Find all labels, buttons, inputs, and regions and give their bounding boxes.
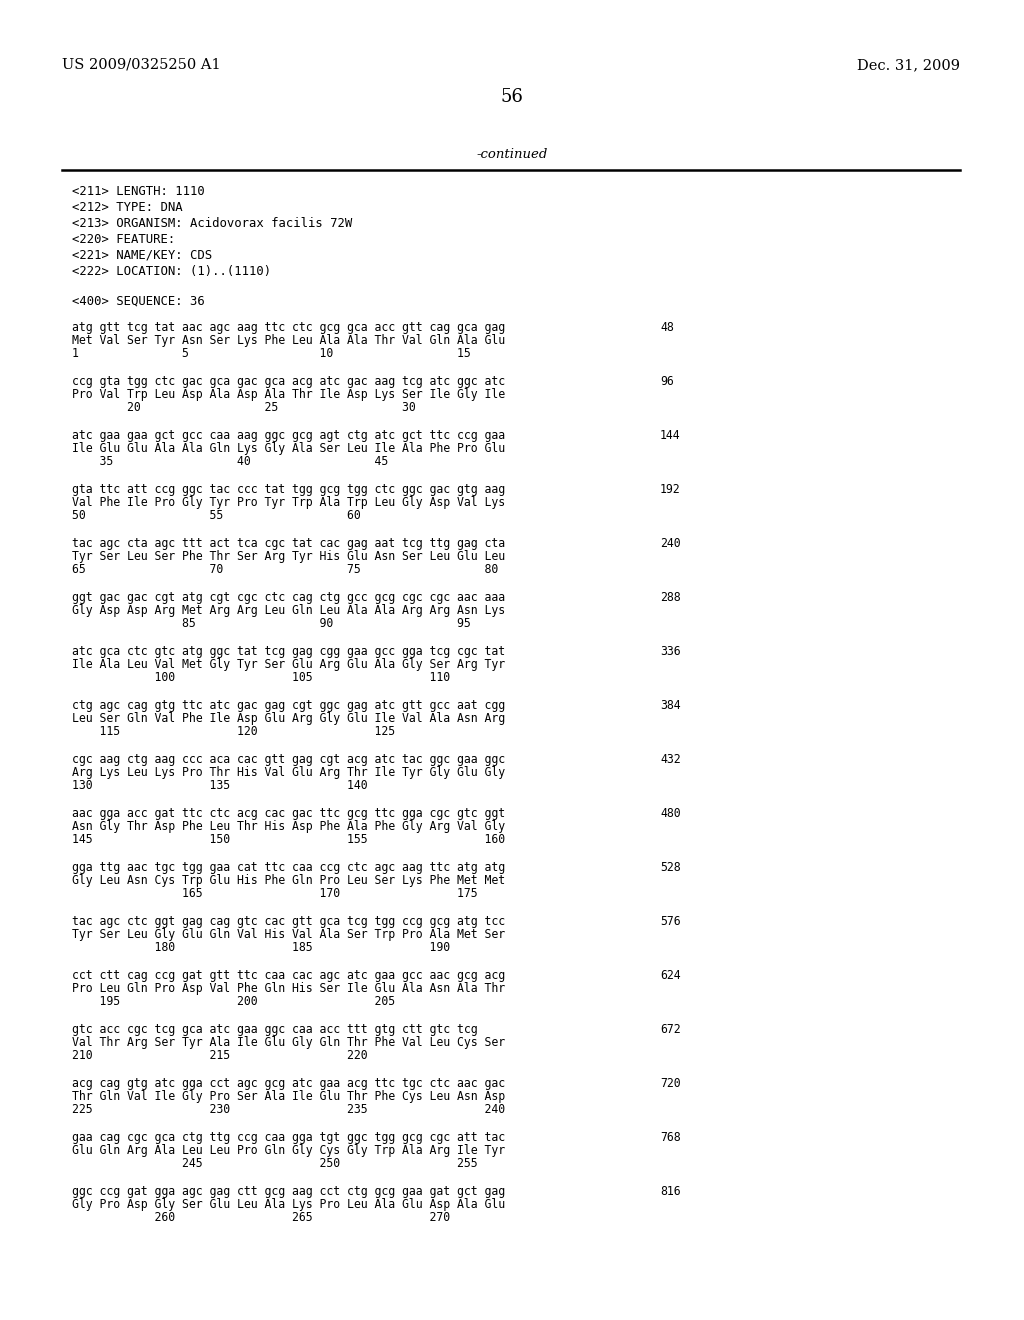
Text: 225                 230                 235                 240: 225 230 235 240 xyxy=(72,1104,505,1115)
Text: <222> LOCATION: (1)..(1110): <222> LOCATION: (1)..(1110) xyxy=(72,265,271,279)
Text: 192: 192 xyxy=(660,483,681,496)
Text: gaa cag cgc gca ctg ttg ccg caa gga tgt ggc tgg gcg cgc att tac: gaa cag cgc gca ctg ttg ccg caa gga tgt … xyxy=(72,1131,505,1144)
Text: 672: 672 xyxy=(660,1023,681,1036)
Text: Glu Gln Arg Ala Leu Leu Pro Gln Gly Cys Gly Trp Ala Arg Ile Tyr: Glu Gln Arg Ala Leu Leu Pro Gln Gly Cys … xyxy=(72,1144,505,1158)
Text: 195                 200                 205: 195 200 205 xyxy=(72,995,395,1008)
Text: Dec. 31, 2009: Dec. 31, 2009 xyxy=(857,58,961,73)
Text: 56: 56 xyxy=(501,88,523,106)
Text: 576: 576 xyxy=(660,915,681,928)
Text: Tyr Ser Leu Ser Phe Thr Ser Arg Tyr His Glu Asn Ser Leu Glu Leu: Tyr Ser Leu Ser Phe Thr Ser Arg Tyr His … xyxy=(72,550,505,564)
Text: Val Thr Arg Ser Tyr Ala Ile Glu Gly Gln Thr Phe Val Leu Cys Ser: Val Thr Arg Ser Tyr Ala Ile Glu Gly Gln … xyxy=(72,1036,505,1049)
Text: 50                  55                  60: 50 55 60 xyxy=(72,510,360,521)
Text: 768: 768 xyxy=(660,1131,681,1144)
Text: Val Phe Ile Pro Gly Tyr Pro Tyr Trp Ala Trp Leu Gly Asp Val Lys: Val Phe Ile Pro Gly Tyr Pro Tyr Trp Ala … xyxy=(72,496,505,510)
Text: aac gga acc gat ttc ctc acg cac gac ttc gcg ttc gga cgc gtc ggt: aac gga acc gat ttc ctc acg cac gac ttc … xyxy=(72,807,505,820)
Text: Leu Ser Gln Val Phe Ile Asp Glu Arg Gly Glu Ile Val Ala Asn Arg: Leu Ser Gln Val Phe Ile Asp Glu Arg Gly … xyxy=(72,711,505,725)
Text: Pro Val Trp Leu Asp Ala Asp Ala Thr Ile Asp Lys Ser Ile Gly Ile: Pro Val Trp Leu Asp Ala Asp Ala Thr Ile … xyxy=(72,388,505,401)
Text: ccg gta tgg ctc gac gca gac gca acg atc gac aag tcg atc ggc atc: ccg gta tgg ctc gac gca gac gca acg atc … xyxy=(72,375,505,388)
Text: 384: 384 xyxy=(660,700,681,711)
Text: <212> TYPE: DNA: <212> TYPE: DNA xyxy=(72,201,182,214)
Text: 260                 265                 270: 260 265 270 xyxy=(72,1210,451,1224)
Text: atc gca ctc gtc atg ggc tat tcg gag cgg gaa gcc gga tcg cgc tat: atc gca ctc gtc atg ggc tat tcg gag cgg … xyxy=(72,645,505,657)
Text: Gly Pro Asp Gly Ser Glu Leu Ala Lys Pro Leu Ala Glu Asp Ala Glu: Gly Pro Asp Gly Ser Glu Leu Ala Lys Pro … xyxy=(72,1199,505,1210)
Text: Pro Leu Gln Pro Asp Val Phe Gln His Ser Ile Glu Ala Asn Ala Thr: Pro Leu Gln Pro Asp Val Phe Gln His Ser … xyxy=(72,982,505,995)
Text: 130                 135                 140: 130 135 140 xyxy=(72,779,368,792)
Text: 144: 144 xyxy=(660,429,681,442)
Text: 245                 250                 255: 245 250 255 xyxy=(72,1158,477,1170)
Text: Arg Lys Leu Lys Pro Thr His Val Glu Arg Thr Ile Tyr Gly Glu Gly: Arg Lys Leu Lys Pro Thr His Val Glu Arg … xyxy=(72,766,505,779)
Text: ggc ccg gat gga agc gag ctt gcg aag cct ctg gcg gaa gat gct gag: ggc ccg gat gga agc gag ctt gcg aag cct … xyxy=(72,1185,505,1199)
Text: Thr Gln Val Ile Gly Pro Ser Ala Ile Glu Thr Phe Cys Leu Asn Asp: Thr Gln Val Ile Gly Pro Ser Ala Ile Glu … xyxy=(72,1090,505,1104)
Text: <221> NAME/KEY: CDS: <221> NAME/KEY: CDS xyxy=(72,249,212,261)
Text: <211> LENGTH: 1110: <211> LENGTH: 1110 xyxy=(72,185,205,198)
Text: 624: 624 xyxy=(660,969,681,982)
Text: 720: 720 xyxy=(660,1077,681,1090)
Text: Asn Gly Thr Asp Phe Leu Thr His Asp Phe Ala Phe Gly Arg Val Gly: Asn Gly Thr Asp Phe Leu Thr His Asp Phe … xyxy=(72,820,505,833)
Text: Gly Leu Asn Cys Trp Glu His Phe Gln Pro Leu Ser Lys Phe Met Met: Gly Leu Asn Cys Trp Glu His Phe Gln Pro … xyxy=(72,874,505,887)
Text: Ile Ala Leu Val Met Gly Tyr Ser Glu Arg Glu Ala Gly Ser Arg Tyr: Ile Ala Leu Val Met Gly Tyr Ser Glu Arg … xyxy=(72,657,505,671)
Text: 528: 528 xyxy=(660,861,681,874)
Text: Tyr Ser Leu Gly Glu Gln Val His Val Ala Ser Trp Pro Ala Met Ser: Tyr Ser Leu Gly Glu Gln Val His Val Ala … xyxy=(72,928,505,941)
Text: 115                 120                 125: 115 120 125 xyxy=(72,725,395,738)
Text: 288: 288 xyxy=(660,591,681,605)
Text: gta ttc att ccg ggc tac ccc tat tgg gcg tgg ctc ggc gac gtg aag: gta ttc att ccg ggc tac ccc tat tgg gcg … xyxy=(72,483,505,496)
Text: 432: 432 xyxy=(660,752,681,766)
Text: Met Val Ser Tyr Asn Ser Lys Phe Leu Ala Ala Thr Val Gln Ala Glu: Met Val Ser Tyr Asn Ser Lys Phe Leu Ala … xyxy=(72,334,505,347)
Text: 165                 170                 175: 165 170 175 xyxy=(72,887,477,900)
Text: -continued: -continued xyxy=(476,148,548,161)
Text: 35                  40                  45: 35 40 45 xyxy=(72,455,388,469)
Text: Gly Asp Asp Arg Met Arg Arg Leu Gln Leu Ala Ala Arg Arg Asn Lys: Gly Asp Asp Arg Met Arg Arg Leu Gln Leu … xyxy=(72,605,505,616)
Text: Ile Glu Glu Ala Ala Gln Lys Gly Ala Ser Leu Ile Ala Phe Pro Glu: Ile Glu Glu Ala Ala Gln Lys Gly Ala Ser … xyxy=(72,442,505,455)
Text: cct ctt cag ccg gat gtt ttc caa cac agc atc gaa gcc aac gcg acg: cct ctt cag ccg gat gtt ttc caa cac agc … xyxy=(72,969,505,982)
Text: <213> ORGANISM: Acidovorax facilis 72W: <213> ORGANISM: Acidovorax facilis 72W xyxy=(72,216,352,230)
Text: 180                 185                 190: 180 185 190 xyxy=(72,941,451,954)
Text: tac agc ctc ggt gag cag gtc cac gtt gca tcg tgg ccg gcg atg tcc: tac agc ctc ggt gag cag gtc cac gtt gca … xyxy=(72,915,505,928)
Text: 816: 816 xyxy=(660,1185,681,1199)
Text: atg gtt tcg tat aac agc aag ttc ctc gcg gca acc gtt cag gca gag: atg gtt tcg tat aac agc aag ttc ctc gcg … xyxy=(72,321,505,334)
Text: tac agc cta agc ttt act tca cgc tat cac gag aat tcg ttg gag cta: tac agc cta agc ttt act tca cgc tat cac … xyxy=(72,537,505,550)
Text: 145                 150                 155                 160: 145 150 155 160 xyxy=(72,833,505,846)
Text: 210                 215                 220: 210 215 220 xyxy=(72,1049,368,1063)
Text: <220> FEATURE:: <220> FEATURE: xyxy=(72,234,175,246)
Text: 20                  25                  30: 20 25 30 xyxy=(72,401,416,414)
Text: atc gaa gaa gct gcc caa aag ggc gcg agt ctg atc gct ttc ccg gaa: atc gaa gaa gct gcc caa aag ggc gcg agt … xyxy=(72,429,505,442)
Text: 1               5                   10                  15: 1 5 10 15 xyxy=(72,347,471,360)
Text: 85                  90                  95: 85 90 95 xyxy=(72,616,471,630)
Text: gga ttg aac tgc tgg gaa cat ttc caa ccg ctc agc aag ttc atg atg: gga ttg aac tgc tgg gaa cat ttc caa ccg … xyxy=(72,861,505,874)
Text: 65                  70                  75                  80: 65 70 75 80 xyxy=(72,564,499,576)
Text: acg cag gtg atc gga cct agc gcg atc gaa acg ttc tgc ctc aac gac: acg cag gtg atc gga cct agc gcg atc gaa … xyxy=(72,1077,505,1090)
Text: 240: 240 xyxy=(660,537,681,550)
Text: ggt gac gac cgt atg cgt cgc ctc cag ctg gcc gcg cgc cgc aac aaa: ggt gac gac cgt atg cgt cgc ctc cag ctg … xyxy=(72,591,505,605)
Text: 480: 480 xyxy=(660,807,681,820)
Text: 48: 48 xyxy=(660,321,674,334)
Text: <400> SEQUENCE: 36: <400> SEQUENCE: 36 xyxy=(72,294,205,308)
Text: ctg agc cag gtg ttc atc gac gag cgt ggc gag atc gtt gcc aat cgg: ctg agc cag gtg ttc atc gac gag cgt ggc … xyxy=(72,700,505,711)
Text: 100                 105                 110: 100 105 110 xyxy=(72,671,451,684)
Text: 336: 336 xyxy=(660,645,681,657)
Text: 96: 96 xyxy=(660,375,674,388)
Text: US 2009/0325250 A1: US 2009/0325250 A1 xyxy=(62,58,220,73)
Text: gtc acc cgc tcg gca atc gaa ggc caa acc ttt gtg ctt gtc tcg: gtc acc cgc tcg gca atc gaa ggc caa acc … xyxy=(72,1023,477,1036)
Text: cgc aag ctg aag ccc aca cac gtt gag cgt acg atc tac ggc gaa ggc: cgc aag ctg aag ccc aca cac gtt gag cgt … xyxy=(72,752,505,766)
